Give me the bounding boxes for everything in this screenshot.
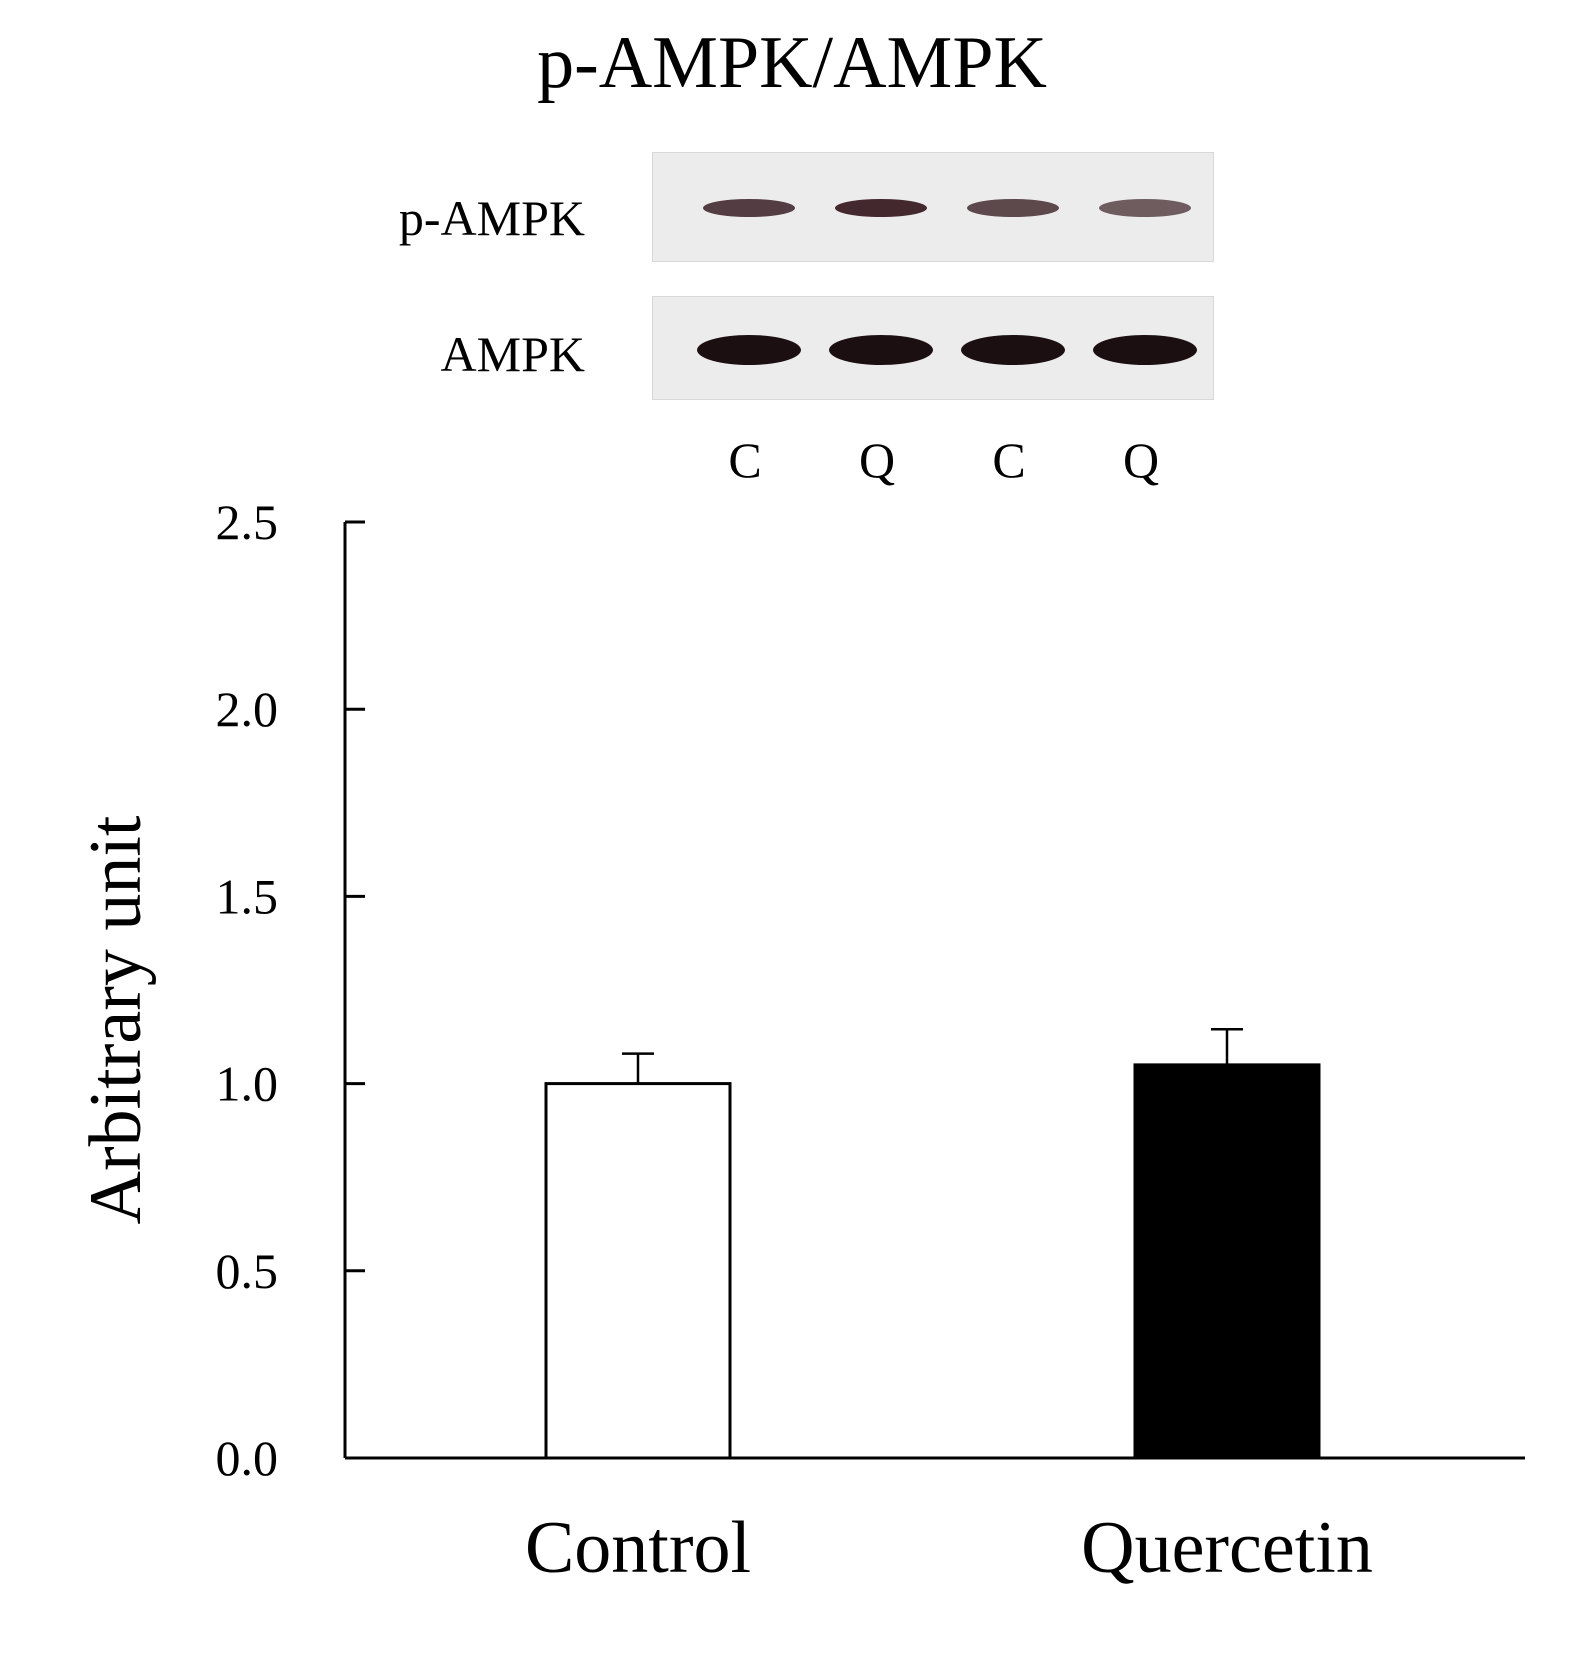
blot-panel-p-ampk	[652, 152, 1214, 262]
y-tick-label: 0.0	[216, 1430, 279, 1486]
x-category-label: Quercetin	[1081, 1507, 1373, 1589]
y-tick-label: 1.5	[216, 868, 279, 924]
y-tick-label: 2.5	[216, 494, 279, 550]
y-tick-label: 1.0	[216, 1056, 279, 1112]
y-axis-label: Arbitrary unit	[75, 815, 157, 1224]
blot-panel-ampk	[652, 296, 1214, 400]
blot-band	[703, 199, 795, 217]
lane-label: Q	[858, 432, 896, 488]
lane-label: C	[728, 432, 762, 488]
blot-band	[1099, 199, 1191, 217]
blot-band	[697, 335, 801, 365]
blot-band	[967, 199, 1059, 217]
blot-row-label: AMPK	[440, 326, 585, 382]
blot-band	[835, 199, 927, 217]
blot-row-label: p-AMPK	[398, 190, 585, 246]
figure-title: p-AMPK/AMPK	[537, 22, 1047, 104]
bar	[1133, 1063, 1321, 1460]
lane-label: C	[992, 432, 1026, 488]
bar	[544, 1082, 732, 1460]
y-tick-label: 2.0	[216, 681, 279, 737]
x-category-label: Control	[525, 1507, 751, 1589]
lane-label: Q	[1122, 432, 1160, 488]
blot-band	[829, 335, 933, 365]
blot-band	[961, 335, 1065, 365]
y-tick-label: 0.5	[216, 1243, 279, 1299]
blot-band	[1093, 335, 1197, 365]
